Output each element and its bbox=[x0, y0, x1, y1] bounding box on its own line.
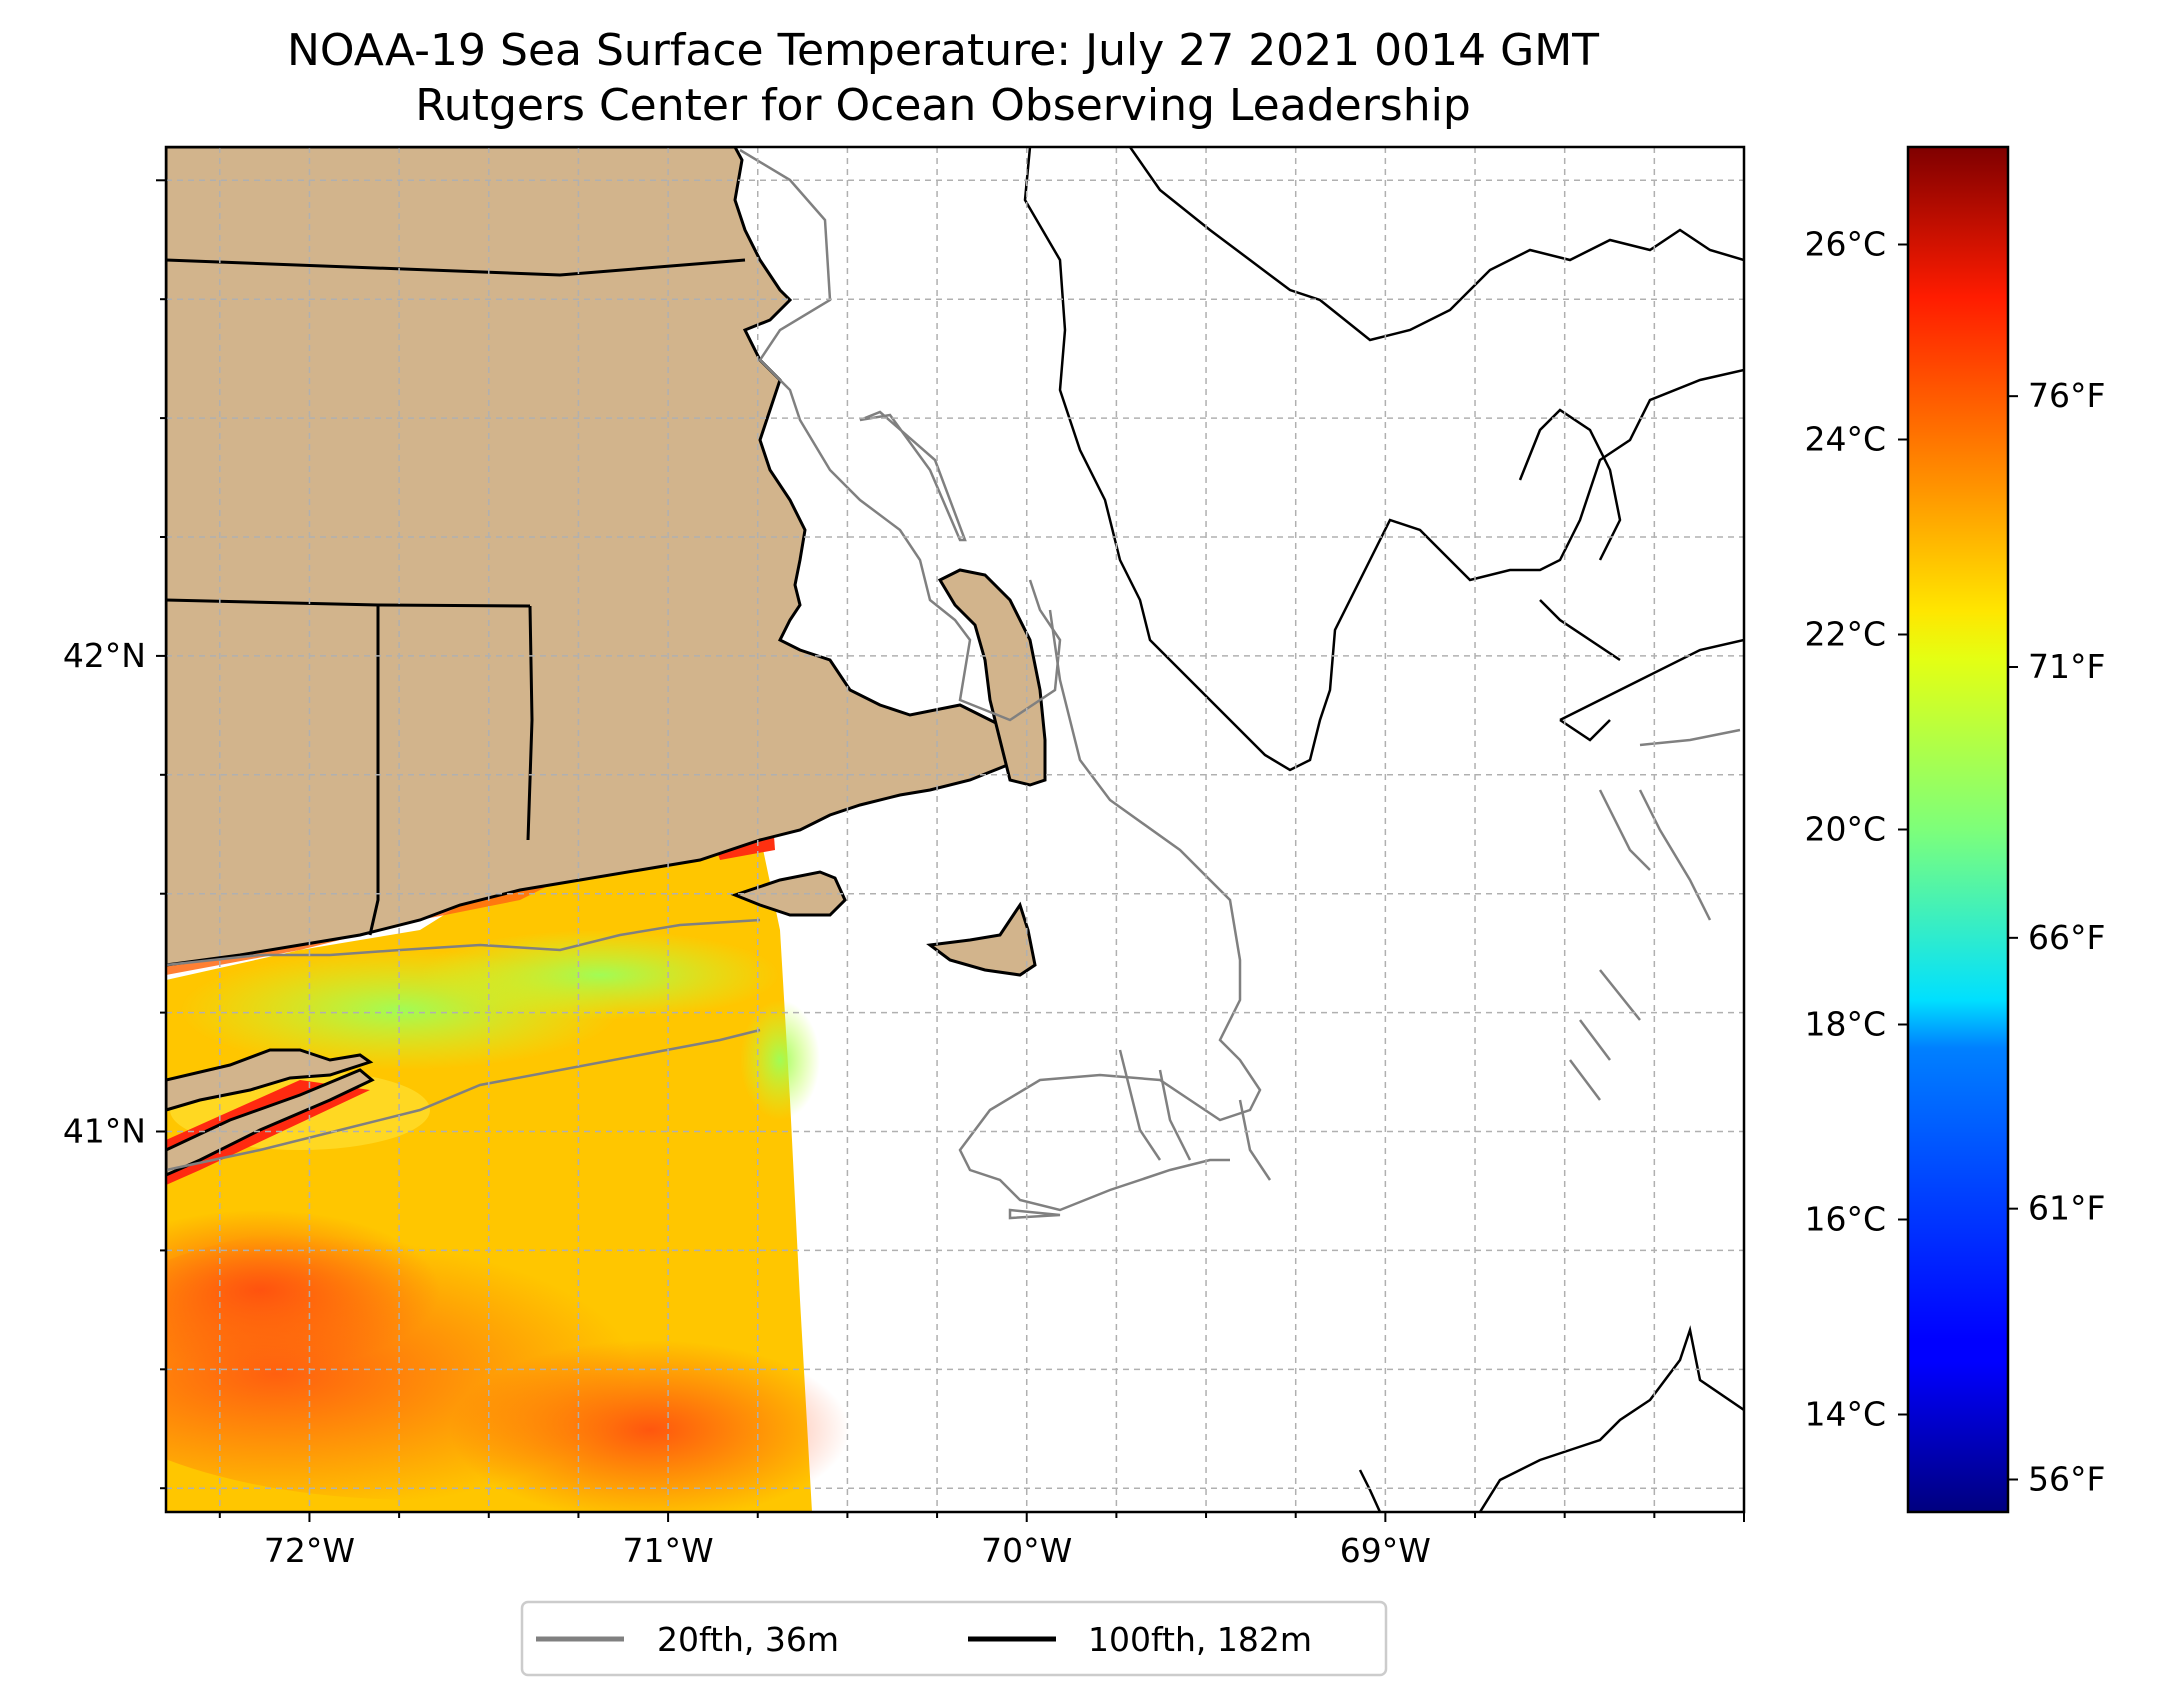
x-tick-label: 70°W bbox=[981, 1531, 1072, 1570]
colorbar-label-fahrenheit: 66°F bbox=[2028, 918, 2105, 957]
land-martha-vineyard bbox=[730, 870, 847, 917]
land bbox=[166, 147, 1047, 1177]
x-tick-label: 71°W bbox=[623, 1531, 714, 1570]
colorbar: 26°C 24°C 22°C 20°C 18°C 16°C 14°C 76°F 71°F 66°F… bbox=[1804, 145, 2105, 1514]
land-montauk bbox=[166, 1048, 374, 1112]
state-border bbox=[526, 605, 534, 841]
colorbar-label-celsius: 18°C bbox=[1804, 1005, 1886, 1044]
title-line-2: Rutgers Center for Ocean Observing Leade… bbox=[415, 80, 1471, 131]
colorbar-label-celsius: 16°C bbox=[1804, 1200, 1886, 1239]
isobath-100fth bbox=[1358, 1469, 1382, 1512]
isobath-100fth bbox=[1518, 408, 1744, 742]
colorbar-label-celsius: 14°C bbox=[1804, 1395, 1886, 1434]
gridlines bbox=[166, 147, 1744, 1512]
map-area bbox=[166, 147, 1744, 1512]
map-frame bbox=[164, 145, 1746, 1514]
legend-label-20fth: 20fth, 36m bbox=[657, 1620, 839, 1659]
isobath-20fth bbox=[166, 1028, 761, 1172]
sst-warm-patch bbox=[450, 1340, 850, 1512]
isobath-20fth bbox=[1118, 1049, 1272, 1181]
colorbar-label-fahrenheit: 61°F bbox=[2028, 1189, 2105, 1228]
land-nantucket bbox=[926, 901, 1037, 977]
x-tick-label: 72°W bbox=[264, 1531, 355, 1570]
legend-box bbox=[520, 1600, 1388, 1677]
sst-warm-patch bbox=[166, 1210, 440, 1370]
colorbar-label-celsius: 26°C bbox=[1804, 225, 1886, 264]
legend: 20fth, 36m 100fth, 182m bbox=[520, 1600, 1388, 1677]
land-mainland bbox=[166, 147, 1043, 967]
sst-cool-patch bbox=[740, 1000, 820, 1120]
colorbar-ticks: 26°C 24°C 22°C 20°C 18°C 16°C 14°C 76°F 71°F 66°F… bbox=[1804, 225, 2105, 1499]
y-tick-label: 41°N bbox=[63, 1112, 146, 1151]
isobath-20fth bbox=[166, 918, 761, 967]
isobath-100fth bbox=[1023, 147, 1744, 772]
x-tick-label: 69°W bbox=[1340, 1531, 1431, 1570]
isobath-20fth bbox=[739, 148, 1062, 722]
land-cape-cod bbox=[937, 568, 1047, 787]
title-line-1: NOAA-19 Sea Surface Temperature: July 27… bbox=[287, 25, 1599, 76]
colorbar-label-celsius: 20°C bbox=[1804, 810, 1886, 849]
axis-ticks: 72°W 71°W 70°W 69°W 42°N 41°N bbox=[63, 179, 1745, 1570]
colorbar-label-fahrenheit: 56°F bbox=[2028, 1460, 2105, 1499]
colorbar-label-fahrenheit: 71°F bbox=[2028, 647, 2105, 686]
isobath-20fth bbox=[958, 609, 1262, 1212]
colorbar-gradient bbox=[1906, 145, 2010, 1514]
state-border bbox=[166, 258, 746, 277]
colorbar-label-celsius: 24°C bbox=[1804, 420, 1886, 459]
isobath-20fth bbox=[1569, 728, 1741, 1101]
isobath-100fth bbox=[1478, 1325, 1744, 1512]
colorbar-label-celsius: 22°C bbox=[1804, 615, 1886, 654]
legend-label-100fth: 100fth, 182m bbox=[1088, 1620, 1312, 1659]
state-border bbox=[368, 605, 380, 936]
y-tick-label: 42°N bbox=[63, 636, 146, 675]
isobath-20fth bbox=[859, 410, 967, 542]
isobath-20fth bbox=[1008, 1208, 1061, 1220]
sst-cool-patch bbox=[420, 930, 780, 1020]
colorbar-label-fahrenheit: 76°F bbox=[2028, 376, 2105, 415]
isobath-contours bbox=[166, 147, 1744, 1512]
